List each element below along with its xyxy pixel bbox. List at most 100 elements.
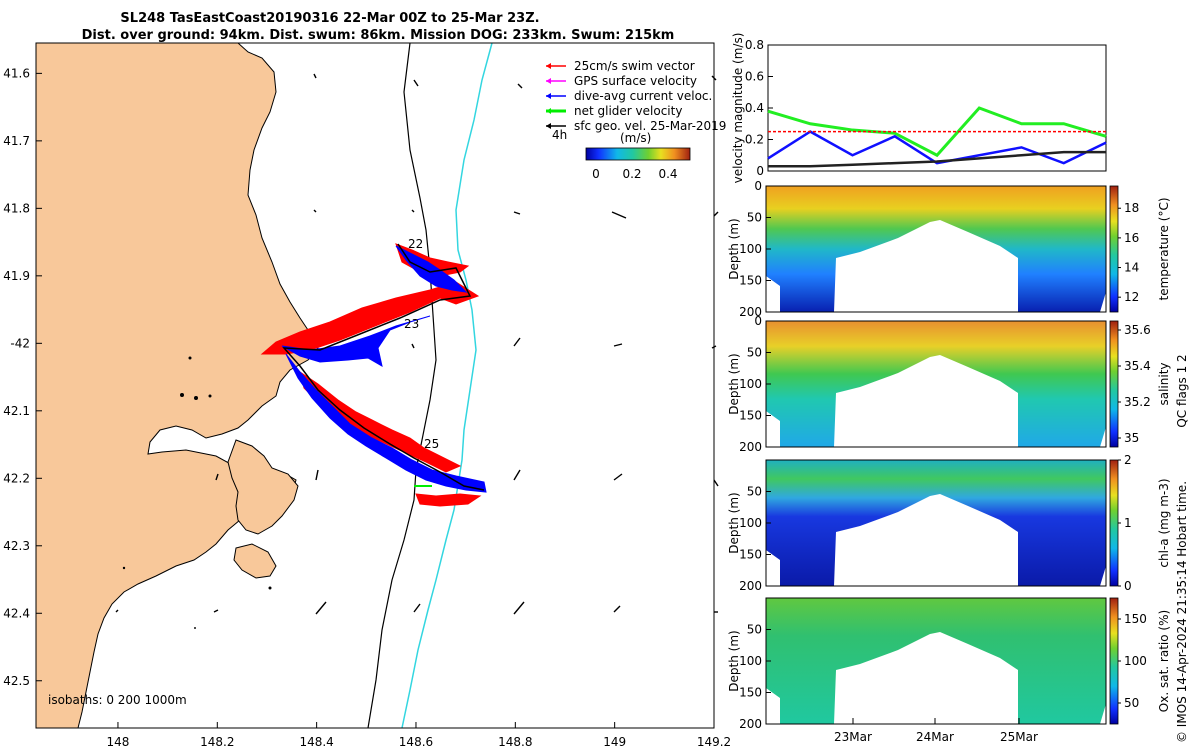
map-y-tick-label: 41.7 [3,134,30,148]
colorbar-tick-label: 16 [1124,231,1139,245]
depth-axis-label: Depth (m) [727,218,741,279]
depth-tick-label: 200 [739,717,762,731]
islets [122,356,272,590]
map-x-tick-label: 149 [603,735,626,749]
colorbar-tick-label: 50 [1124,696,1139,710]
colorbar-tick-label: 0 [1124,579,1132,593]
colorbar-tick-label: 2 [1124,453,1132,467]
section-data-field [766,186,1106,312]
map-y-tick-label: 42.1 [3,404,30,418]
depth-tick-label: 100 [739,377,762,391]
isobath-1000m [401,42,493,729]
colorbar-tick-label: 35.2 [1124,395,1151,409]
time-tick-label: 23Mar [834,730,872,744]
depth-tick-label: 100 [739,654,762,668]
map-x-tick-label: 148.4 [299,735,333,749]
section-data-field [766,321,1106,447]
section-colorbar [1109,320,1119,448]
title-line-2: Dist. over ground: 94km. Dist. swum: 86k… [82,28,675,43]
depth-tick-label: 200 [739,440,762,454]
colorbar-tick-label: 35 [1124,431,1139,445]
section-colorbar [1109,185,1119,313]
depth-tick-label: 150 [739,548,762,562]
depth-tick-label: 0 [754,179,762,193]
map-y-tick-label: -42 [10,336,30,350]
legend-label: 25cm/s swim vector [574,59,695,73]
colorbar-tick-label: 12 [1124,290,1139,304]
depth-tick-label: 150 [739,686,762,700]
peninsula [227,439,299,535]
colorbar-title: (m/s) [620,131,651,145]
speed-colorbar [585,147,691,161]
timeseries-lines [767,106,1107,168]
legend-arrowhead [546,123,551,129]
timeseries-y-ticks: 0 0.2 0.4 0.6 0.8 [745,38,773,178]
depth-tick-label: 100 [739,516,762,530]
ts-tick-label: 0.6 [745,70,764,84]
map-y-tick-label: 42.3 [3,539,30,553]
time-axis: 23Mar 24Mar 25Mar [834,718,1038,744]
section-variable-label: temperature (°C) [1157,198,1171,301]
qc-flags-label: QC flags 1 2 [1175,354,1189,427]
colorbar-tick-label: 35.4 [1124,359,1151,373]
glider-track [282,243,485,491]
timeseries-ylabel: velocity magnitude (m/s) [731,33,745,184]
depth-tick-label: 50 [747,623,762,637]
depth-tick-label: 50 [747,485,762,499]
depth-axis-label: Depth (m) [727,492,741,553]
section-data-field [766,460,1106,586]
depth-tick-label: 150 [739,274,762,288]
island [233,543,277,579]
legend-arrowhead [546,93,551,99]
day-label-23: 23 [404,317,419,331]
section-colorbar [1109,459,1119,587]
depth-tick-label: 50 [747,346,762,360]
ts-tick-label: 0.8 [745,38,764,52]
legend-arrowhead [546,108,551,114]
section-panel: 50 100 150 200 Depth (m) 0 1 2 chl-a (mg m-3) [727,453,1171,593]
legend-label: sfc geo. vel. 25-Mar-2019 [574,119,726,133]
legend-label: dive-avg current veloc. [574,89,712,103]
tasmania-land [35,42,319,729]
map-x-tick-label: 148.2 [200,735,234,749]
map-y-tick-label: 42.2 [3,471,30,485]
map-x-tick-label: 148.6 [399,735,433,749]
colorbar-tick-label: 35.6 [1124,323,1151,337]
ts-series-line [767,130,1107,165]
dive-current-vectors [281,245,487,493]
depth-tick-label: 0 [754,314,762,328]
depth-axis-label: Depth (m) [727,630,741,691]
ts-series-line [767,106,1107,158]
colorbar-tick-label: 18 [1124,201,1139,215]
depth-tick-label: 100 [739,242,762,256]
map-y-tick-label: 41.9 [3,269,30,283]
section-panel: 0 50 100 150 200 Depth (m) 12 14 16 18 temperature… [727,179,1171,319]
legend-label: GPS surface velocity [574,74,697,88]
colorbar-tick-label: 100 [1124,654,1147,668]
depth-tick-label: 200 [739,579,762,593]
timeseries-frame [767,44,1107,172]
section-variable-label: salinity [1157,362,1171,405]
colorbar-tick-2: 0.4 [658,167,677,181]
map-x-ticks: 148 148.2 148.4 148.6 148.8 149 149.2 [107,722,731,749]
legend-arrowhead [546,78,551,84]
ts-tick-label: 0.2 [745,133,764,147]
section-variable-label: Ox. sat. ratio (%) [1157,610,1171,712]
section-variable-label: chl-a (mg m-3) [1157,478,1171,567]
colorbar-tick-1: 0.2 [622,167,641,181]
time-tick-label: 24Mar [916,730,954,744]
map-y-tick-label: 41.8 [3,201,30,215]
credit-label: © IMOS 14-Apr-2024 21:35:14 Hobart time. [1175,481,1189,743]
map-axes-border [35,42,715,729]
map-y-tick-label: 42.4 [3,606,30,620]
section-colorbar [1109,597,1119,725]
depth-tick-label: 50 [747,211,762,225]
isobaths-label: isobaths: 0 200 1000m [48,693,187,707]
map-x-tick-label: 148.8 [498,735,532,749]
ts-tick-label: 0 [756,164,764,178]
depth-tick-label: 150 [739,409,762,423]
map-y-tick-label: 41.6 [3,66,30,80]
title-line-1: SL248 TasEastCoast20190316 22-Mar 00Z to… [120,11,539,26]
map-y-ticks: 41.6 41.7 41.8 41.9 -42 42.1 42.2 42.3 42.4 42.5 [3,66,42,688]
